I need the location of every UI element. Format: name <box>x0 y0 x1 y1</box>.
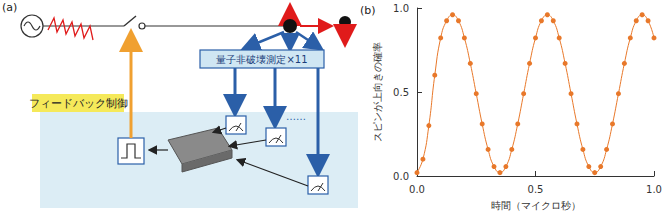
svg-text:0.0: 0.0 <box>409 184 425 195</box>
svg-text:0.0: 0.0 <box>393 171 409 182</box>
svg-text:1.0: 1.0 <box>393 3 409 14</box>
svg-text:0.5: 0.5 <box>528 184 544 195</box>
svg-text:0.5: 0.5 <box>393 87 409 98</box>
svg-text:時間（マイクロ秒）: 時間（マイクロ秒） <box>491 200 581 211</box>
svg-text:1.0: 1.0 <box>646 184 662 195</box>
svg-text:フィードバック制御: フィードバック制御 <box>29 97 128 110</box>
svg-text:(a): (a) <box>2 1 17 14</box>
svg-text:(b): (b) <box>360 4 376 17</box>
svg-text:スピンが上向きの確率: スピンが上向きの確率 <box>372 42 383 142</box>
svg-text:量子非破壊測定×11: 量子非破壊測定×11 <box>216 54 307 65</box>
svg-text:……: …… <box>286 111 306 122</box>
